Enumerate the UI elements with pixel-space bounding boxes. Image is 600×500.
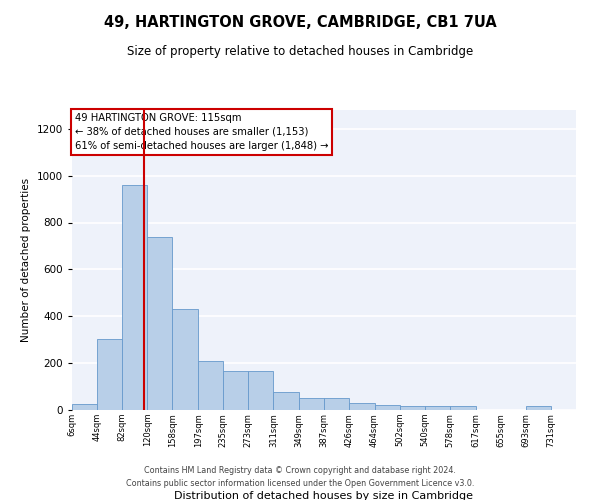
Bar <box>323 398 349 410</box>
Text: 49 HARTINGTON GROVE: 115sqm
← 38% of detached houses are smaller (1,153)
61% of : 49 HARTINGTON GROVE: 115sqm ← 38% of det… <box>74 113 328 151</box>
Bar <box>274 392 299 410</box>
Bar <box>223 372 248 410</box>
Bar <box>526 406 551 410</box>
Bar <box>148 236 172 410</box>
Bar <box>450 406 476 410</box>
Text: Contains HM Land Registry data © Crown copyright and database right 2024.
Contai: Contains HM Land Registry data © Crown c… <box>126 466 474 487</box>
Bar <box>248 372 274 410</box>
Bar <box>349 403 374 410</box>
Bar <box>374 406 400 410</box>
Bar <box>72 404 97 410</box>
Text: 49, HARTINGTON GROVE, CAMBRIDGE, CB1 7UA: 49, HARTINGTON GROVE, CAMBRIDGE, CB1 7UA <box>104 15 496 30</box>
Y-axis label: Number of detached properties: Number of detached properties <box>21 178 31 342</box>
Bar <box>122 185 148 410</box>
X-axis label: Distribution of detached houses by size in Cambridge: Distribution of detached houses by size … <box>175 491 473 500</box>
Text: Size of property relative to detached houses in Cambridge: Size of property relative to detached ho… <box>127 45 473 58</box>
Bar <box>299 398 323 410</box>
Bar <box>198 361 223 410</box>
Bar <box>425 406 450 410</box>
Bar <box>400 406 425 410</box>
Bar <box>172 309 198 410</box>
Bar <box>97 338 122 410</box>
